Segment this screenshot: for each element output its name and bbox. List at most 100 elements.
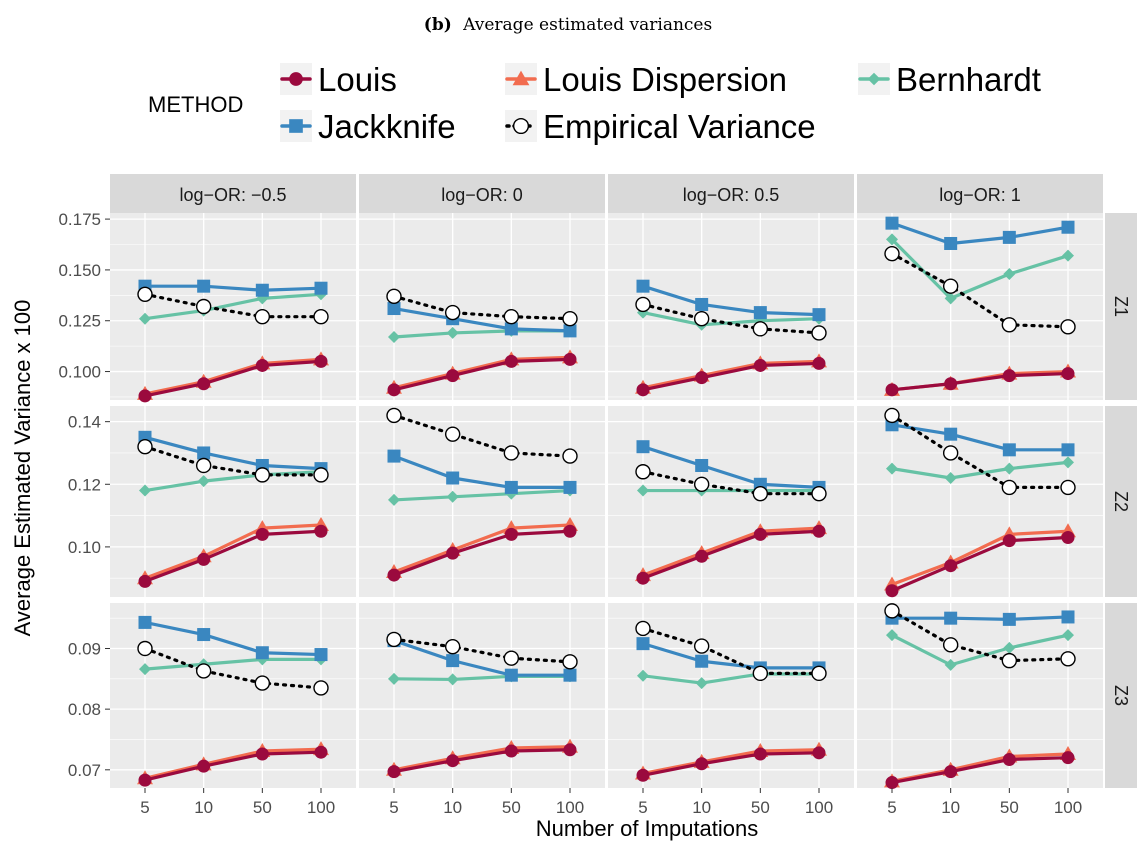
series-line [641,359,821,390]
data-point [1060,319,1076,335]
y-axis-title: Average Estimated Variance x 100 [10,300,35,637]
data-point [753,306,767,320]
data-point [138,773,152,787]
data-point [195,298,212,315]
data-point [944,658,957,671]
data-point [695,371,709,385]
data-point [944,292,957,305]
series-line [143,435,323,471]
series-line [143,284,323,292]
panel-background [857,406,1103,597]
data-point [753,527,767,541]
series-line [641,751,821,777]
data-point [886,462,898,475]
series-line [143,646,323,690]
x-tick-label: 50 [253,798,272,817]
data-point [884,407,900,424]
y-tick-label: 0.125 [58,312,101,331]
x-tick-label: 10 [692,798,711,817]
series-jackknife [885,216,1075,250]
series-jackknife [636,279,826,322]
series-empirical-variance [884,407,1076,496]
data-point [197,446,211,460]
data-point [446,326,459,339]
series-empirical-variance [386,288,578,327]
data-point [255,527,269,541]
data-point [197,759,211,773]
series-louis [387,352,577,397]
series-line [890,535,1070,593]
series-line [392,306,572,333]
legend-key-marker [512,70,530,86]
data-point [942,278,959,294]
data-point [1001,317,1018,333]
data-point [695,654,709,668]
panel-z3-col2 [359,603,605,788]
data-point [563,668,577,682]
data-point [1002,534,1016,548]
data-point [636,571,650,585]
data-point [885,216,899,230]
data-point [1061,751,1075,765]
data-point [753,747,767,761]
y-tick-label: 0.150 [58,261,101,280]
data-point [139,663,151,676]
data-point [885,383,899,397]
legend-item-bernhardt: Bernhardt [858,61,1041,98]
legend-title: METHOD [148,92,243,117]
series-line [890,423,1070,452]
series-line [890,615,1070,621]
data-point [637,669,649,682]
data-point [753,358,767,372]
series-empirical-variance [386,407,578,464]
data-point [503,308,520,325]
series-line [641,470,821,496]
series-line [143,357,323,396]
data-point [1062,456,1074,469]
series-line [143,747,323,780]
data-point [313,308,329,325]
series-line [890,633,1070,667]
legend-key-marker [289,119,303,133]
data-point [254,467,271,483]
data-point [197,377,211,391]
data-point [695,677,708,690]
data-point [695,549,709,563]
data-point [388,330,400,343]
series-line [392,748,572,774]
panel-z1-col2 [359,213,605,400]
data-point [563,352,577,366]
data-point [503,445,520,461]
data-point [444,638,461,655]
data-point [1003,641,1016,654]
data-point [636,383,650,397]
series-line [890,609,1070,663]
data-point [636,279,650,293]
series-line [890,371,1070,392]
x-tick-label: 50 [502,798,521,817]
series-empirical-variance [635,464,827,502]
data-point [1062,249,1074,262]
y-tick-label: 0.175 [58,210,101,229]
data-point [446,471,460,485]
data-point [138,389,152,403]
series-empirical-variance [884,245,1076,335]
data-point [811,665,827,682]
series-empirical-variance [635,296,827,341]
panel-background [608,406,854,597]
series-line [143,657,323,671]
data-point [1003,267,1016,280]
data-point [387,568,401,582]
data-point [811,485,827,502]
column-strip-label: log−OR: 1 [939,185,1021,205]
series-line [641,284,821,317]
series-line [641,302,821,335]
series-line [890,756,1070,785]
data-point [884,245,900,262]
data-point [1003,462,1016,475]
row-strip [1105,213,1137,400]
data-point [942,445,959,461]
data-point [1002,230,1016,244]
column-strip [359,174,605,213]
series-line [890,413,1070,490]
